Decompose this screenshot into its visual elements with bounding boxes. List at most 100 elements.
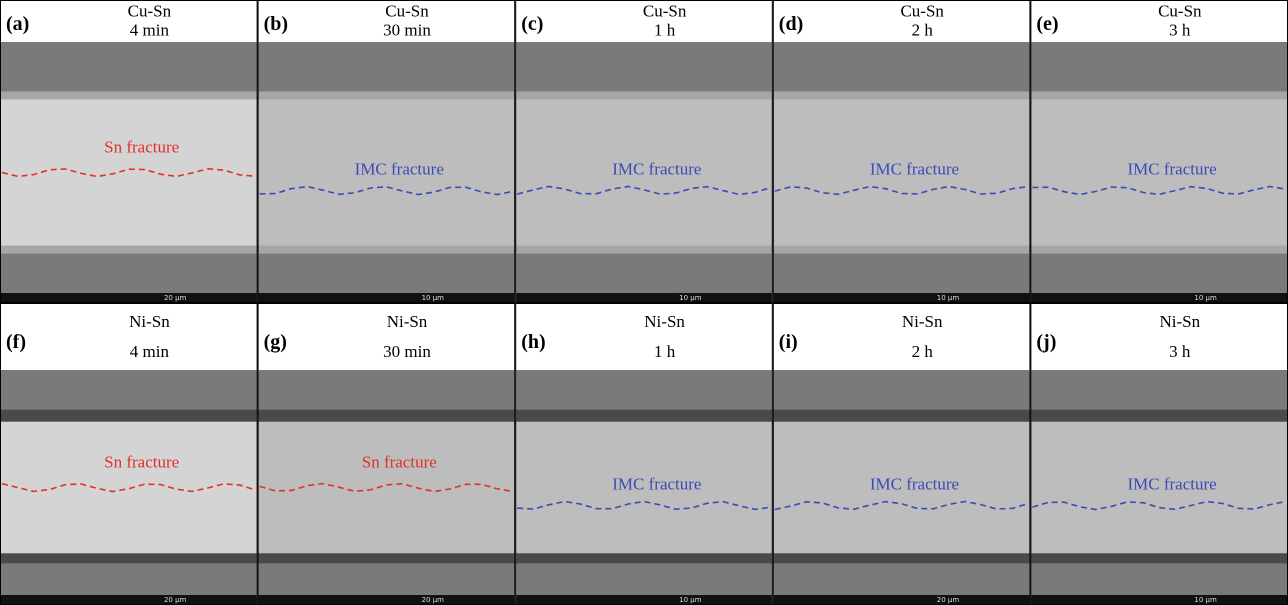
fracture-annotation: IMC fracture	[870, 474, 959, 493]
fracture-line	[1032, 185, 1287, 196]
fracture-annotation: IMC fracture	[612, 474, 701, 493]
panel: (d) Cu-Sn2 h IMC fracture 10 μm	[772, 0, 1031, 303]
scale-bar-label: 10 μm	[679, 596, 702, 604]
fracture-annotation: Sn fracture	[104, 452, 179, 471]
fracture-line	[516, 185, 772, 196]
fracture-line	[1032, 500, 1287, 511]
panel-label: (g)	[264, 331, 287, 353]
solder-layer	[516, 421, 772, 554]
solder-layer	[773, 421, 1030, 554]
fracture-line	[1, 482, 256, 493]
fracture-line	[1, 167, 256, 178]
panel: (g) Ni-Sn 30 min Sn fracture 20 μm	[257, 303, 516, 605]
info-bar	[258, 293, 515, 303]
fracture-line	[517, 500, 771, 511]
panel-label: (c)	[521, 13, 543, 35]
panel-label: (d)	[779, 13, 803, 35]
panel: (i) Ni-Sn 2 h IMC fracture 20 μm	[772, 303, 1031, 605]
panel-border	[515, 0, 773, 303]
panel-label: (e)	[1036, 13, 1058, 35]
panel: (c) Cu-Sn1 h IMC fracture 10 μm	[515, 0, 773, 303]
fracture-annotation: IMC fracture	[1127, 474, 1216, 493]
panel-time: 30 min	[383, 20, 431, 39]
scale-bar-label: 10 μm	[422, 294, 445, 302]
panel-label: (f)	[6, 331, 26, 353]
fracture-line	[774, 185, 1029, 196]
panel-material: Cu-Sn	[900, 2, 944, 21]
panel: (e) Cu-Sn3 h IMC fracture 10 μm	[1030, 0, 1288, 303]
panel-time: 3 h	[1169, 342, 1191, 361]
panel-time: 4 min	[130, 20, 170, 39]
info-bar	[773, 595, 1030, 605]
panel-time: 1 h	[654, 342, 676, 361]
solder-layer	[258, 99, 515, 246]
info-bar	[1, 293, 257, 303]
info-bar	[258, 595, 515, 605]
panel-border	[257, 0, 516, 303]
panel-label: (a)	[6, 13, 29, 35]
panel-label: (h)	[521, 331, 545, 353]
info-bar	[773, 293, 1030, 303]
panel-material: Cu-Sn	[1158, 2, 1202, 21]
panel-time: 3 h	[1169, 20, 1191, 39]
panel: (a) Cu-Sn4 min Sn fracture 20 μm	[0, 0, 258, 303]
info-bar	[1031, 595, 1287, 605]
panel-time: 2 h	[912, 342, 934, 361]
solder-layer	[1031, 99, 1287, 246]
scale-bar-label: 20 μm	[164, 294, 187, 302]
imc-layer	[1031, 409, 1287, 424]
scale-bar-label: 10 μm	[937, 294, 960, 302]
panel-material: Cu-Sn	[643, 2, 687, 21]
panel-material: Cu-Sn	[385, 2, 429, 21]
panel-time: 4 min	[130, 342, 170, 361]
panel-label: (j)	[1036, 331, 1056, 353]
panel-time: 2 h	[912, 20, 934, 39]
panel-material: Ni-Sn	[387, 312, 428, 331]
scale-bar-label: 20 μm	[164, 596, 187, 604]
solder-layer	[258, 421, 515, 554]
fracture-annotation: IMC fracture	[612, 159, 701, 178]
fracture-line	[259, 482, 514, 493]
panel-border	[0, 0, 258, 303]
scale-bar-label: 10 μm	[1194, 294, 1217, 302]
fracture-annotation: IMC fracture	[355, 159, 444, 178]
solder-layer	[1031, 421, 1287, 554]
fracture-annotation: IMC fracture	[870, 159, 959, 178]
scale-bar-label: 20 μm	[937, 596, 960, 604]
solder-layer	[1, 421, 257, 554]
panel-material: Ni-Sn	[1159, 312, 1200, 331]
panel: (f) Ni-Sn 4 min Sn fracture 20 μm	[0, 303, 258, 605]
scale-bar-label: 10 μm	[1194, 596, 1217, 604]
panel-time: 30 min	[383, 342, 431, 361]
panel-material: Ni-Sn	[644, 312, 685, 331]
panel: (h) Ni-Sn 1 h IMC fracture 10 μm	[515, 303, 773, 605]
panel-material: Cu-Sn	[128, 2, 172, 21]
panel-label: (i)	[779, 331, 798, 353]
scale-bar-label: 20 μm	[422, 596, 445, 604]
solder-layer	[516, 99, 772, 246]
imc-layer	[258, 409, 515, 424]
panel-label: (b)	[264, 13, 288, 35]
imc-layer	[516, 409, 772, 424]
info-bar	[1, 595, 257, 605]
info-bar	[1031, 293, 1287, 303]
imc-layer	[1, 409, 257, 424]
panel-material: Ni-Sn	[902, 312, 943, 331]
panel: (j) Ni-Sn 3 h IMC fracture 10 μm	[1030, 303, 1288, 605]
fracture-annotation: Sn fracture	[362, 452, 437, 471]
info-bar	[516, 595, 772, 605]
fracture-line	[259, 185, 514, 196]
fracture-annotation: IMC fracture	[1127, 159, 1216, 178]
fracture-annotation: Sn fracture	[104, 137, 179, 156]
solder-layer	[1, 99, 257, 246]
panel-time: 1 h	[654, 20, 676, 39]
fracture-line	[774, 500, 1029, 511]
panel-border	[772, 0, 1031, 303]
info-bar	[516, 293, 772, 303]
solder-layer	[773, 99, 1030, 246]
imc-layer	[773, 409, 1030, 424]
scale-bar-label: 10 μm	[679, 294, 702, 302]
panel-material: Ni-Sn	[129, 312, 170, 331]
